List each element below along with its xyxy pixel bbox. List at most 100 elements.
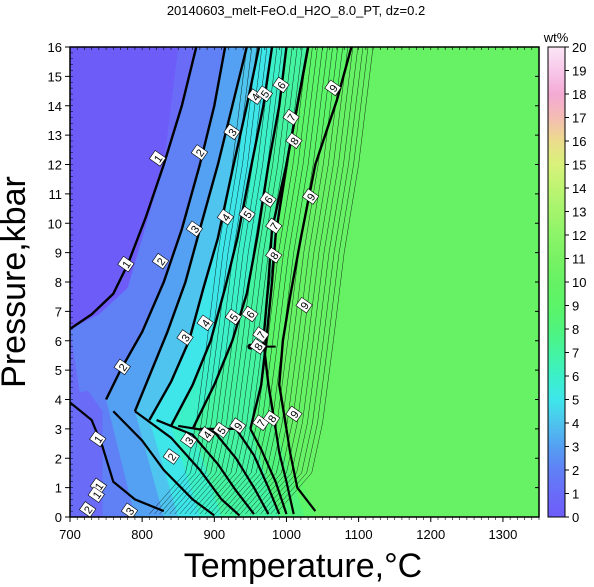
contour-label: 2: [190, 144, 209, 161]
minor-contour: [265, 47, 364, 515]
svg-text:2: 2: [194, 147, 207, 159]
y-tick-label: 10: [48, 216, 62, 231]
minor-contour: [224, 47, 323, 515]
svg-text:7: 7: [286, 112, 299, 124]
contour-label: 9: [301, 188, 320, 205]
colorbar-tick-label: 14: [572, 181, 586, 196]
svg-text:8: 8: [268, 250, 281, 262]
minor-contour: [189, 47, 288, 515]
svg-text:3: 3: [124, 506, 137, 518]
minor-contour: [214, 47, 313, 515]
colorbar-tick-label: 15: [572, 158, 586, 173]
contour-label: 2: [162, 448, 180, 465]
contour-label: 5: [212, 421, 230, 439]
colorbar-tick-label: 18: [572, 87, 586, 102]
colorbar-gradient: [547, 46, 566, 518]
contour-label: 5: [238, 205, 256, 223]
y-tick-label: 12: [48, 158, 62, 173]
x-tick-label: 1000: [272, 527, 301, 542]
svg-text:1: 1: [120, 259, 133, 271]
contour-lower-1: [70, 401, 165, 513]
contour-line-3: [133, 47, 248, 412]
svg-text:7: 7: [255, 329, 268, 341]
x-tick-label: 1200: [416, 527, 445, 542]
colorbar-tick-label: 5: [572, 393, 579, 408]
svg-text:4: 4: [200, 318, 213, 330]
colorbar-tick-label: 4: [572, 416, 579, 431]
contour-label: 7: [265, 217, 283, 235]
y-tick-label: 0: [55, 510, 62, 525]
x-tick-label: 800: [131, 527, 153, 542]
svg-text:2: 2: [155, 256, 168, 268]
contour-label: 8: [249, 338, 267, 355]
contour-lower-2: [112, 410, 215, 517]
colorbar-tick-label: 0: [572, 510, 579, 525]
svg-text:6: 6: [276, 80, 289, 92]
minor-contour: [194, 47, 293, 515]
colorbar-tick-label: 1: [572, 487, 579, 502]
svg-text:4: 4: [220, 212, 233, 224]
minor-contour: [154, 47, 253, 515]
svg-text:3: 3: [180, 332, 193, 344]
colorbar-tick-label: 7: [572, 346, 579, 361]
svg-text:5: 5: [259, 89, 272, 101]
contour-label: 3: [180, 432, 198, 449]
svg-text:4: 4: [250, 92, 263, 104]
minor-contour: [230, 47, 328, 515]
svg-text:9: 9: [305, 191, 318, 203]
contour-line-4: [148, 47, 261, 421]
y-tick-label: 6: [55, 334, 62, 349]
svg-text:3: 3: [226, 127, 239, 139]
colorbar-tick-label: 11: [572, 252, 586, 267]
contour-label: 9: [229, 417, 247, 434]
y-tick-label: 5: [55, 363, 62, 378]
contour-line-9: [278, 47, 353, 430]
minor-contour: [245, 47, 343, 515]
contour-label: 7: [282, 108, 300, 126]
svg-text:2: 2: [117, 362, 130, 374]
y-tick-label: 13: [48, 128, 62, 143]
contour-label: 8: [263, 410, 281, 427]
contour-label: 5: [224, 308, 242, 326]
contour-label: 1: [117, 255, 135, 273]
svg-text:2: 2: [82, 504, 95, 516]
contour-label: 9: [285, 405, 303, 423]
svg-text:6: 6: [245, 309, 258, 321]
svg-text:1: 1: [92, 434, 105, 446]
colorbar-tick-label: 12: [572, 228, 586, 243]
svg-text:8: 8: [289, 136, 302, 148]
minor-contour: [250, 47, 348, 515]
contour-label: 6: [241, 305, 259, 323]
x-tick-label: 1300: [488, 527, 517, 542]
y-tick-label: 9: [55, 246, 62, 261]
contour-label: 3: [120, 502, 139, 518]
colorbar-label: wt%: [543, 30, 569, 45]
svg-text:7: 7: [255, 418, 268, 430]
contour-label: 6: [259, 191, 277, 208]
minor-contour: [164, 47, 263, 515]
contour-label: 4: [196, 314, 214, 332]
colorbar-tick-label: 20: [572, 40, 586, 55]
y-tick-label: 4: [55, 393, 62, 408]
svg-text:1: 1: [152, 153, 165, 165]
x-axis: 700 800 900 1000 1100 1200 1300: [59, 47, 540, 542]
svg-text:6: 6: [263, 194, 276, 206]
contour-label: 3: [185, 220, 204, 238]
colorbar-tick-label: 16: [572, 134, 586, 149]
x-axis-label: Temperature,°C: [184, 547, 422, 585]
contour-label: 9: [324, 79, 342, 97]
contour-lower-7: [249, 428, 288, 515]
saturated-region: [279, 47, 539, 517]
svg-text:8: 8: [252, 341, 265, 353]
contour-label: 8: [285, 132, 303, 149]
y-tick-label: 15: [48, 69, 62, 84]
contour-label: 3: [223, 123, 241, 141]
x-tick-label: 900: [203, 527, 225, 542]
minor-contour: [260, 47, 359, 515]
colorbar-tick-label: 19: [572, 64, 586, 79]
